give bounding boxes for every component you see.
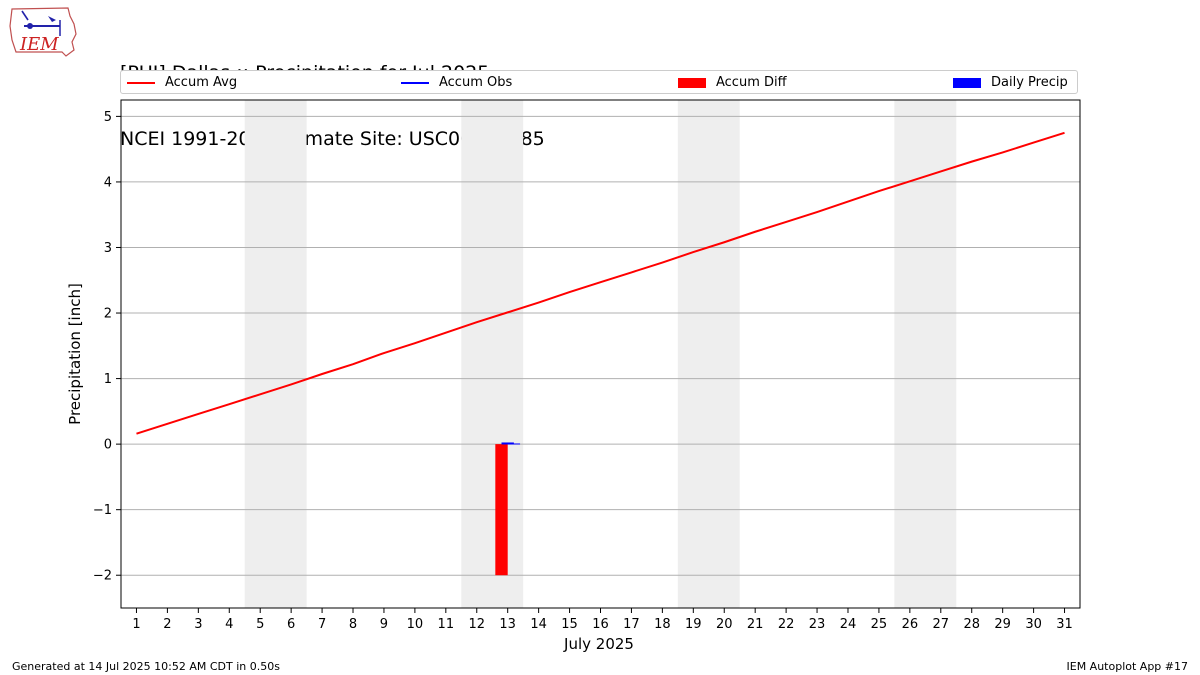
x-tick-label: 28 <box>963 617 980 632</box>
x-tick-label: 6 <box>287 617 295 632</box>
weekend-band <box>894 100 957 608</box>
y-axis-label: Precipitation [inch] <box>66 283 84 425</box>
y-tick-label: 0 <box>104 438 112 453</box>
bar-accum-diff <box>495 444 508 576</box>
legend: Accum Avg Accum Obs Accum Diff Daily Pre… <box>120 70 1078 94</box>
legend-label: Accum Avg <box>165 75 238 90</box>
weekend-band <box>461 100 524 608</box>
x-tick-label: 12 <box>468 617 485 632</box>
x-tick-label: 17 <box>623 617 640 632</box>
x-tick-label: 27 <box>933 617 950 632</box>
x-tick-label: 20 <box>716 617 733 632</box>
x-tick-label: 5 <box>256 617 264 632</box>
legend-item-accum-avg: Accum Avg <box>127 74 237 92</box>
legend-swatch <box>678 77 706 88</box>
weekend-band <box>244 100 307 608</box>
y-tick-label: 4 <box>104 175 112 190</box>
x-tick-label: 3 <box>194 617 202 632</box>
legend-swatch <box>953 77 981 88</box>
legend-item-accum-obs: Accum Obs <box>401 74 512 92</box>
footer-generated: Generated at 14 Jul 2025 10:52 AM CDT in… <box>12 660 280 673</box>
x-tick-label: 24 <box>840 617 857 632</box>
grid-lines <box>121 115 1080 576</box>
x-tick-label: 29 <box>994 617 1011 632</box>
x-tick-label: 7 <box>318 617 326 632</box>
legend-item-daily-precip: Daily Precip <box>953 74 1068 92</box>
x-tick-label: 4 <box>225 617 233 632</box>
y-tick-label: −1 <box>93 503 112 518</box>
x-tick-label: 19 <box>685 617 702 632</box>
x-tick-label: 1 <box>132 617 140 632</box>
weekend-shading <box>244 100 957 608</box>
x-tick-label: 26 <box>902 617 919 632</box>
legend-label: Accum Obs <box>439 75 513 90</box>
legend-label: Accum Diff <box>716 75 787 90</box>
plot-frame <box>120 99 1081 609</box>
iem-logo: IEM <box>9 7 77 57</box>
x-tick-label: 31 <box>1056 617 1073 632</box>
x-tick-label: 14 <box>530 617 547 632</box>
x-tick-label: 15 <box>561 617 578 632</box>
x-tick-label: 2 <box>163 617 171 632</box>
legend-label: Daily Precip <box>991 75 1068 90</box>
y-tick-label: 1 <box>104 372 112 387</box>
x-tick-label: 23 <box>809 617 826 632</box>
x-tick-label: 25 <box>871 617 888 632</box>
x-tick-label: 8 <box>349 617 357 632</box>
x-tick-label: 16 <box>592 617 609 632</box>
x-tick-label: 30 <box>1025 617 1042 632</box>
legend-swatch <box>401 81 429 84</box>
weekend-band <box>677 100 740 608</box>
footer-app: IEM Autoplot App #17 <box>1066 660 1189 673</box>
series-lines <box>136 131 1065 445</box>
y-tick-label: 2 <box>104 307 112 322</box>
x-tick-label: 21 <box>747 617 764 632</box>
y-tick-label: 5 <box>104 110 112 125</box>
x-tick-label: 13 <box>499 617 516 632</box>
y-tick-label: 3 <box>104 241 112 256</box>
x-axis-label: July 2025 <box>563 635 634 653</box>
x-tick-label: 9 <box>380 617 388 632</box>
legend-item-accum-diff: Accum Diff <box>678 74 787 92</box>
line-accum-avg <box>136 131 1065 435</box>
x-tick-label: 18 <box>654 617 671 632</box>
x-tick-label: 10 <box>407 617 424 632</box>
logo-text: IEM <box>19 34 59 55</box>
y-tick-label: −2 <box>93 569 112 584</box>
x-tick-label: 11 <box>438 617 455 632</box>
x-tick-label: 22 <box>778 617 795 632</box>
legend-swatch <box>127 81 155 84</box>
